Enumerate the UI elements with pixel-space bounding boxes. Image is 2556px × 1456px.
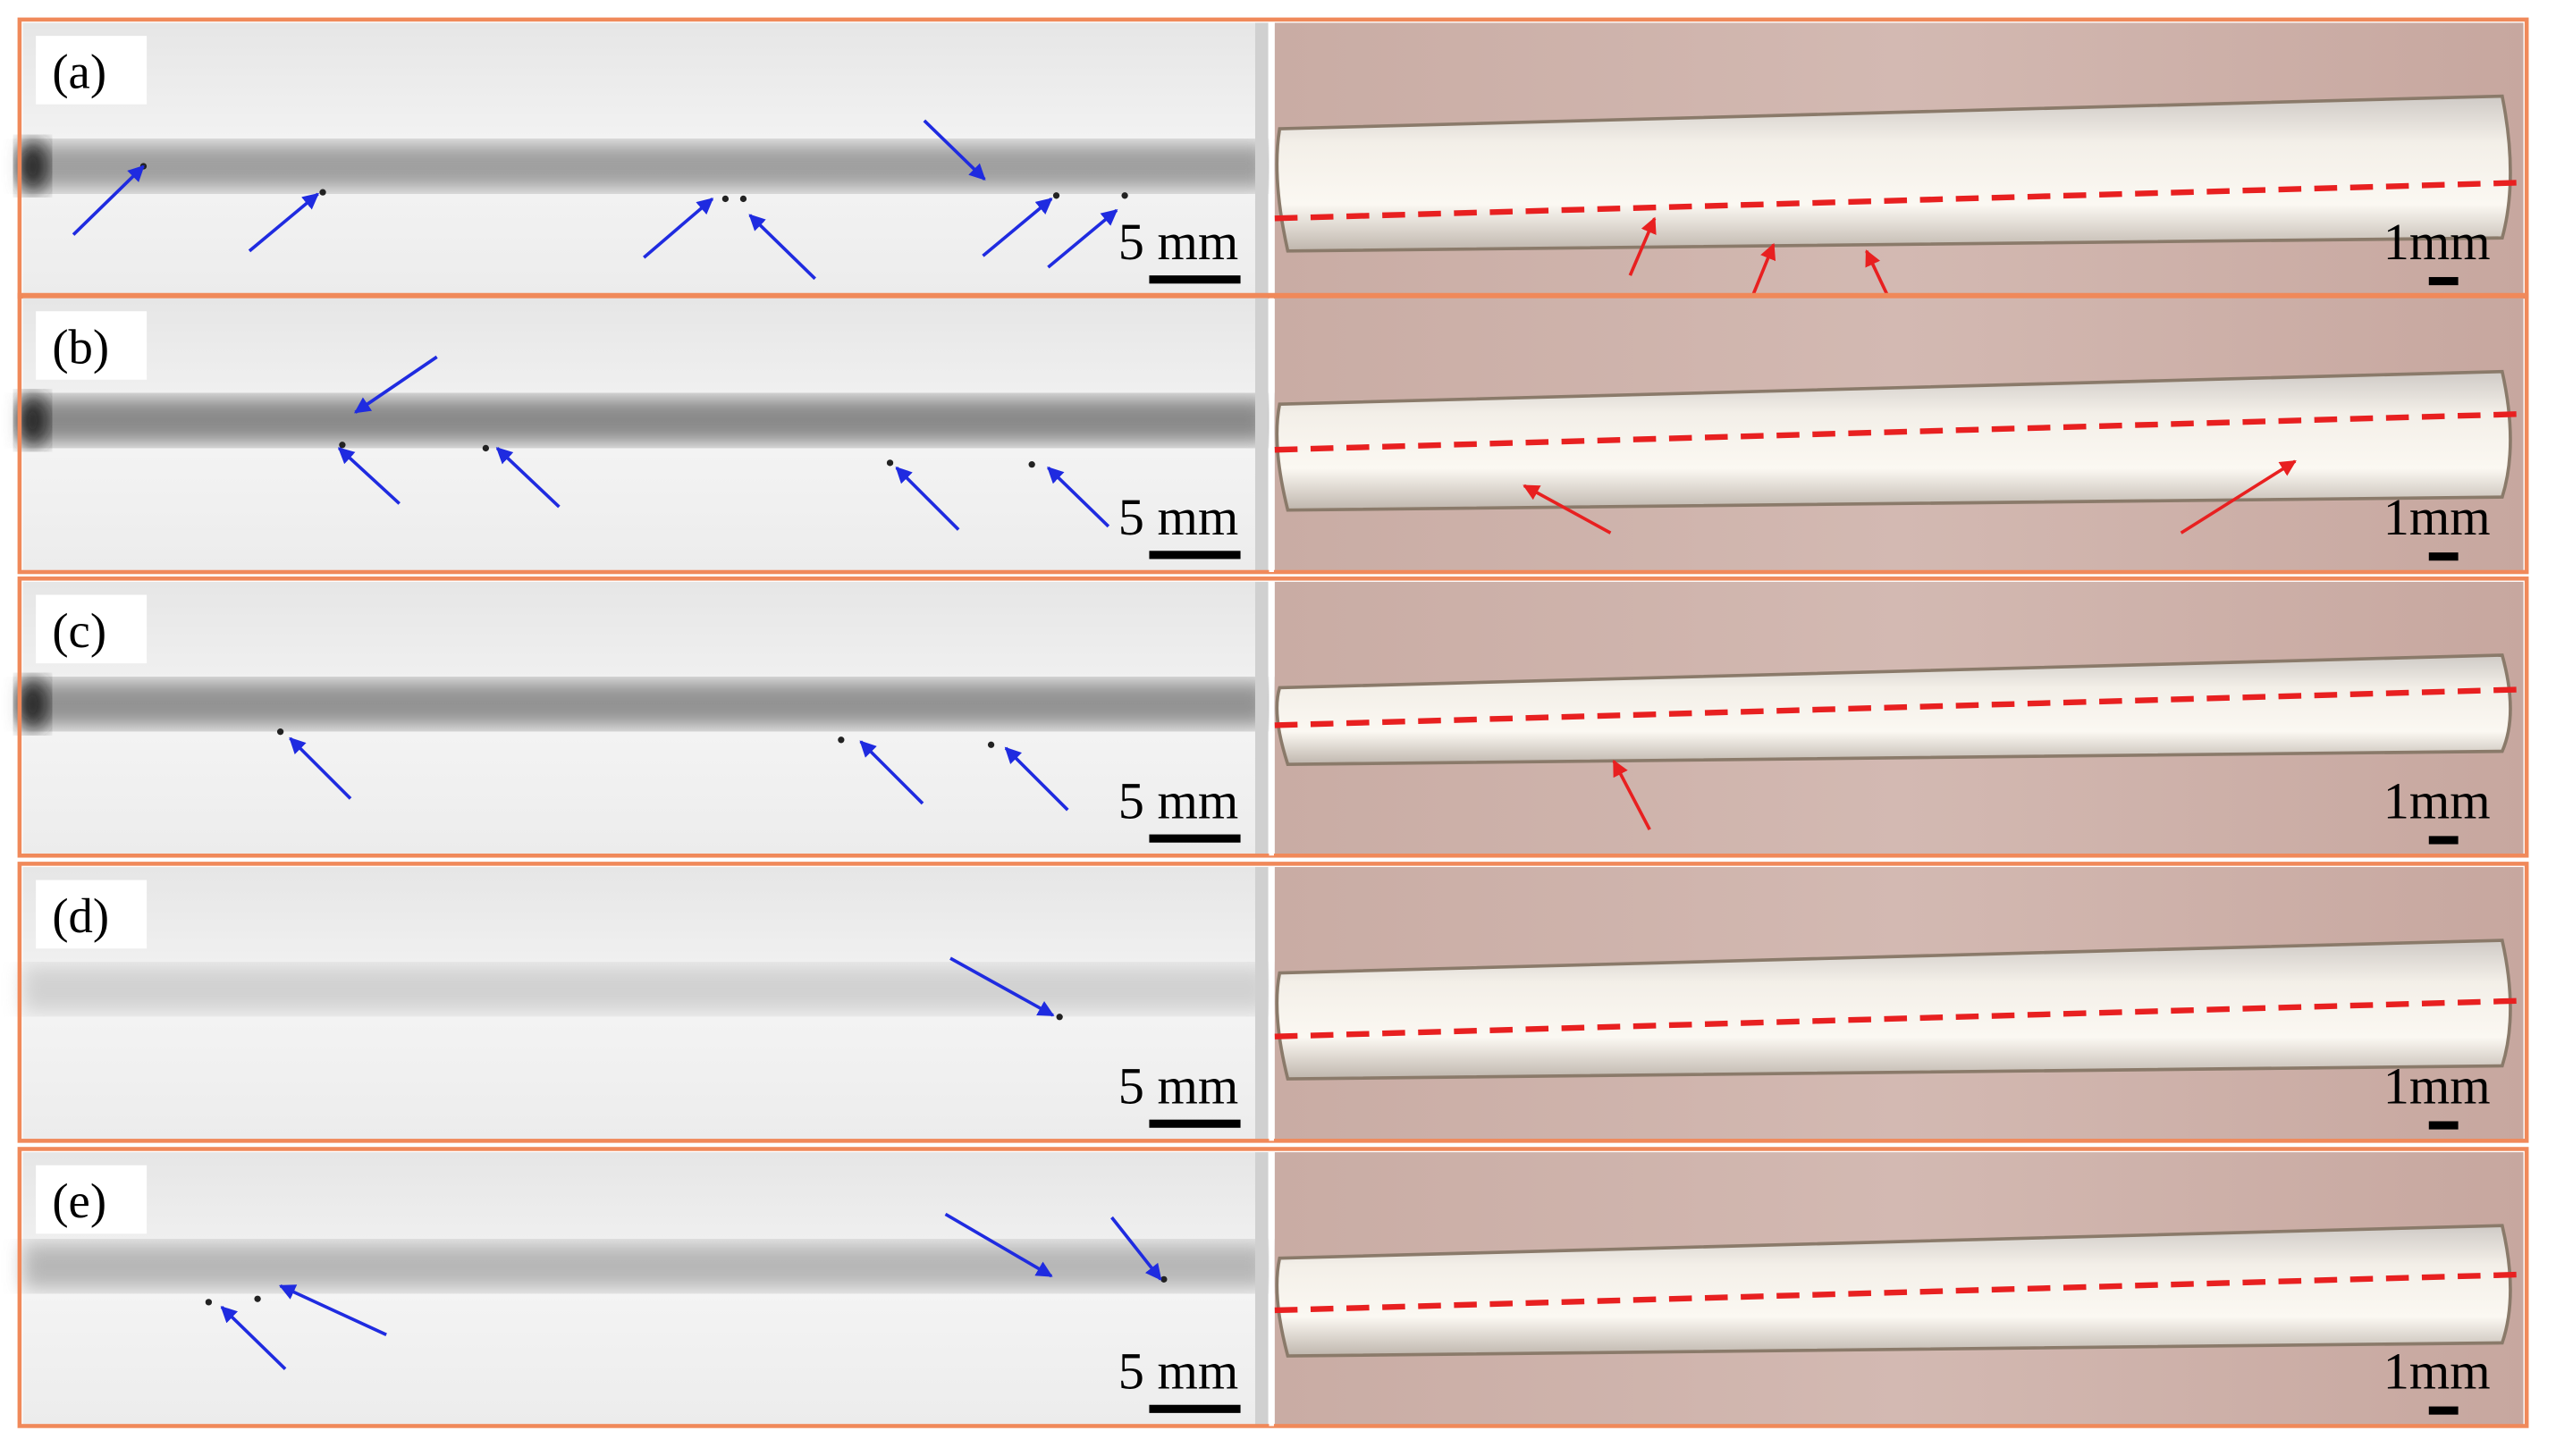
panel-row: (d) 5 mm 1mm (17, 862, 2529, 1143)
weld-end (16, 139, 49, 193)
label-box (36, 594, 148, 664)
center-line (1274, 686, 2524, 728)
red-arrow (1750, 242, 1776, 298)
weld-band (22, 397, 1269, 443)
blue-arrow (895, 467, 960, 531)
xray-frame-edge (1254, 867, 1269, 1141)
blue-arrow (949, 956, 1055, 1017)
red-arrow (2180, 459, 2297, 534)
panel-row: (c) 5 mm 1mm (16, 577, 2529, 858)
panel-row: (e) 5 mm 1mm (17, 1147, 2529, 1428)
blue-arrow (220, 1306, 287, 1370)
xray-scale-bar (1149, 275, 1241, 284)
weld-section (1275, 938, 2512, 1081)
panel-label: (d) (52, 888, 109, 943)
blue-arrow (982, 198, 1053, 257)
pore (739, 195, 747, 203)
pore (838, 736, 845, 744)
xray-scale-bar (1149, 1119, 1241, 1128)
blue-arrow (859, 740, 924, 805)
red-arrow (1523, 484, 1612, 534)
xray-scale-label: 5 mm (1118, 213, 1238, 271)
weld-end (16, 678, 49, 730)
blue-arrow (289, 736, 352, 800)
section-scale-bar (2428, 1406, 2459, 1415)
pore (205, 1299, 213, 1306)
pore (1052, 192, 1060, 199)
pore (339, 442, 346, 449)
section-scale-bar (2428, 276, 2459, 286)
blue-arrow (944, 1212, 1053, 1278)
panel-label: (e) (52, 1174, 106, 1228)
section-scale-label: 1mm (2383, 488, 2491, 546)
pore (482, 444, 490, 452)
red-arrow (1612, 759, 1651, 830)
weld-end (16, 394, 49, 447)
xray-frame-edge (1254, 22, 1269, 297)
center-line (1274, 997, 2524, 1039)
red-arrow (1628, 216, 1657, 276)
label-box (36, 879, 148, 949)
blue-arrow (748, 214, 816, 281)
center-line (1274, 410, 2524, 453)
xray-scale-bar (1149, 551, 1241, 560)
xray-frame-edge (1254, 581, 1269, 856)
pore (1056, 1014, 1063, 1021)
section-scale-bar (2428, 836, 2459, 845)
pore (987, 741, 995, 748)
xray-scale-label: 5 mm (1118, 1342, 1238, 1401)
weld-section (1275, 369, 2512, 512)
blue-arrow (278, 1283, 387, 1336)
blue-arrow (923, 119, 986, 181)
blue-arrow (353, 355, 438, 414)
xray-frame-edge (1254, 1152, 1269, 1427)
section-scale-bar (2428, 1121, 2459, 1130)
blue-arrow (1110, 1216, 1162, 1281)
pore (886, 459, 894, 467)
label-box (36, 1165, 148, 1234)
section-scale-label: 1mm (2383, 213, 2491, 271)
pore (721, 195, 730, 203)
pore (319, 189, 326, 196)
panel-label: (b) (52, 320, 109, 375)
xray-scale-label: 5 mm (1118, 1056, 1238, 1115)
blue-arrow (1047, 208, 1118, 269)
pore (276, 728, 284, 736)
center-line (1274, 180, 2524, 222)
section-scale-bar (2428, 552, 2459, 561)
blue-arrow (72, 164, 145, 236)
section-scale-label: 1mm (2383, 1342, 2491, 1401)
weld-band (22, 143, 1269, 189)
panel-label: (c) (52, 603, 106, 658)
weld-band (22, 966, 1269, 1013)
center-line (1274, 1271, 2524, 1314)
pore (1121, 192, 1128, 199)
panel-row: (b) 5 mm 1mm (16, 292, 2529, 575)
xray-scale-bar (1149, 1404, 1241, 1413)
label-box (36, 36, 148, 105)
blue-arrow (1047, 467, 1110, 528)
panel-label: (a) (52, 44, 106, 98)
pore (254, 1295, 261, 1302)
xray-scale-label: 5 mm (1118, 488, 1238, 546)
weld-band (22, 1243, 1269, 1290)
weld-section (1275, 94, 2512, 253)
blue-arrow (1004, 746, 1069, 812)
blue-arrow (643, 198, 714, 259)
blue-arrow (337, 447, 401, 505)
weld-band (22, 681, 1269, 728)
xray-frame-edge (1254, 298, 1269, 573)
label-box (36, 311, 148, 380)
section-scale-label: 1mm (2383, 771, 2491, 829)
panel-row: (a) 5 mm 1mm (16, 17, 2529, 314)
blue-arrow (495, 447, 561, 509)
xray-scale-label: 5 mm (1118, 771, 1238, 829)
pore (1160, 1275, 1168, 1283)
section-scale-label: 1mm (2383, 1056, 2491, 1115)
pore (1028, 461, 1035, 468)
xray-scale-bar (1149, 834, 1241, 843)
blue-arrow (248, 192, 319, 253)
